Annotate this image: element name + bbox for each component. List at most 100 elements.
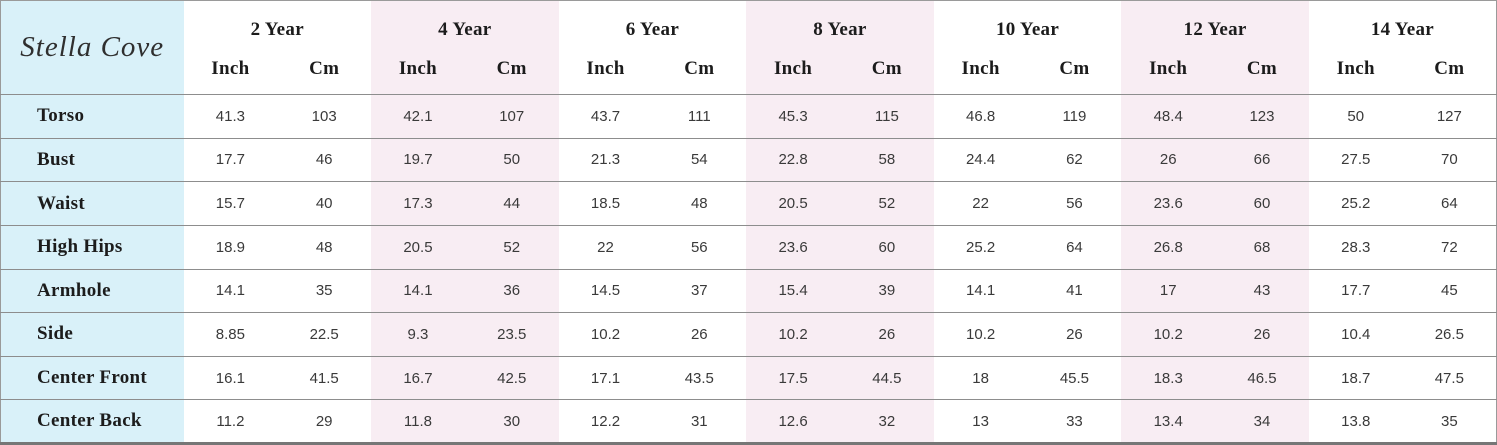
unit-header-row: Inch Cm Inch Cm Inch Cm Inch Cm Inch Cm Inch Cm Inch… [1, 52, 1497, 95]
data-cell-bust-10-year-cm: 62 [1066, 151, 1083, 169]
data-cell-high-hips-4-year-cm: 52 [464, 225, 559, 269]
data-cell-high-hips-14-year-inch: 28.3 [1341, 238, 1371, 256]
data-cell-center-back-10-year-inch: 13 [972, 412, 989, 430]
data-cell-waist-12-year-cm: 60 [1215, 181, 1309, 226]
data-cell-waist-6-year-cm: 48 [690, 195, 708, 213]
data-cell-side-4-year-inch: 9.3 [371, 312, 465, 357]
table-row-high-hips: High Hips 18.9 48 20.5 52 22 56 23.6 60 25.2 64 26.… [0, 225, 1497, 269]
data-cell-center-front-14-year-cm: 47.5 [1434, 369, 1464, 387]
data-cell-side-14-year-inch: 10.4 [1341, 325, 1371, 343]
data-cell-side-8-year-inch: 10.2 [746, 312, 840, 357]
data-cell-torso-2-year-inch: 41.3 [215, 107, 245, 125]
data-cell-high-hips-14-year-cm: 72 [1440, 238, 1458, 256]
unit-header-inch-8-year: Inch [746, 52, 840, 95]
data-cell-torso-4-year-cm: 107 [464, 94, 559, 139]
data-cell-waist-10-year-cm: 56 [1066, 195, 1083, 213]
data-cell-high-hips-12-year-cm: 68 [1215, 225, 1309, 269]
data-cell-center-front-12-year-cm: 46.5 [1215, 356, 1309, 400]
row-label-bust: Bust [0, 138, 184, 182]
size-table-header: Stella Cove 2 Year 4 Year 6 Year 8 Year 10 Y… [0, 0, 1497, 95]
data-cell-center-back-2-year-inch: 11.2 [216, 412, 245, 430]
data-cell-center-front-10-year-inch: 18 [972, 369, 989, 387]
data-cell-side-8-year-cm: 26 [839, 312, 934, 357]
year-header-4-year: 4 Year [371, 0, 559, 53]
data-cell-waist-8-year-inch: 20.5 [746, 181, 840, 226]
data-cell-torso-10-year-cm: 119 [1062, 107, 1087, 125]
year-header-2-year: 2 Year [250, 18, 304, 40]
unit-header-inch-4-year: Inch [371, 52, 465, 95]
data-cell-center-front-6-year-cm: 43.5 [684, 369, 714, 387]
row-label-armhole: Armhole [0, 269, 184, 313]
data-cell-armhole-6-year-cm: 37 [690, 282, 708, 300]
data-cell-bust-12-year-inch: 26 [1121, 138, 1216, 182]
data-cell-armhole-6-year-inch: 14.5 [590, 282, 621, 300]
data-cell-center-front-12-year-inch: 18.3 [1121, 356, 1216, 400]
data-cell-waist-2-year-cm: 40 [315, 195, 333, 213]
data-cell-bust-4-year-inch: 19.7 [371, 138, 465, 182]
data-cell-torso-8-year-cm: 115 [839, 94, 934, 139]
data-cell-armhole-4-year-inch: 14.1 [371, 269, 465, 313]
data-cell-center-front-2-year-cm: 41.5 [309, 369, 339, 387]
data-cell-waist-8-year-cm: 52 [839, 181, 934, 226]
data-cell-side-12-year-inch: 10.2 [1121, 312, 1216, 357]
data-cell-bust-8-year-inch: 22.8 [746, 138, 840, 182]
data-cell-high-hips-10-year-cm: 64 [1066, 238, 1083, 256]
data-cell-bust-2-year-inch: 17.7 [215, 151, 245, 169]
table-row-armhole: Armhole 14.1 35 14.1 36 14.5 37 15.4 39 14.1 41 17 4… [0, 269, 1497, 313]
row-label-torso: Torso [0, 94, 184, 139]
data-cell-torso-2-year-cm: 103 [311, 107, 337, 125]
table-row-waist: Waist 15.7 40 17.3 44 18.5 48 20.5 52 22 56 23.6 60 2… [0, 181, 1497, 226]
data-cell-waist-14-year-inch: 25.2 [1341, 195, 1371, 213]
data-cell-high-hips-8-year-cm: 60 [839, 225, 934, 269]
unit-header-cm-10-year: Cm [1059, 58, 1090, 80]
data-cell-high-hips-2-year-cm: 48 [315, 238, 333, 256]
data-cell-center-back-10-year-cm: 33 [1066, 412, 1083, 430]
year-header-row: Stella Cove 2 Year 4 Year 6 Year 8 Year 10 Y… [0, 0, 1497, 95]
data-cell-armhole-12-year-cm: 43 [1215, 269, 1309, 313]
data-cell-bust-14-year-cm: 70 [1440, 151, 1458, 169]
data-cell-waist-10-year-inch: 22 [972, 195, 989, 213]
data-cell-center-back-12-year-inch: 13.4 [1121, 399, 1216, 444]
data-cell-bust-4-year-cm: 50 [464, 138, 559, 182]
data-cell-bust-6-year-cm: 54 [690, 151, 708, 169]
data-cell-center-front-8-year-inch: 17.5 [746, 356, 840, 400]
data-cell-armhole-8-year-cm: 39 [839, 269, 934, 313]
data-cell-torso-14-year-inch: 50 [1347, 107, 1365, 125]
data-cell-center-front-6-year-inch: 17.1 [590, 369, 621, 387]
unit-header-cm-14-year: Cm [1434, 58, 1465, 80]
data-cell-armhole-2-year-cm: 35 [315, 282, 333, 300]
data-cell-center-back-14-year-inch: 13.8 [1341, 412, 1371, 430]
data-cell-bust-14-year-inch: 27.5 [1341, 151, 1371, 169]
data-cell-side-4-year-cm: 23.5 [464, 312, 559, 357]
data-cell-armhole-12-year-inch: 17 [1121, 269, 1216, 313]
data-cell-center-back-4-year-cm: 30 [464, 399, 559, 444]
row-label-center-back: Center Back [0, 399, 184, 444]
data-cell-bust-8-year-cm: 58 [839, 138, 934, 182]
data-cell-waist-2-year-inch: 15.7 [215, 195, 245, 213]
data-cell-waist-4-year-cm: 44 [464, 181, 559, 226]
data-cell-center-back-8-year-cm: 32 [839, 399, 934, 444]
data-cell-armhole-10-year-inch: 14.1 [966, 282, 996, 300]
unit-header-cm-4-year: Cm [464, 52, 559, 95]
row-label-high-hips: High Hips [0, 225, 184, 269]
data-cell-center-front-14-year-inch: 18.7 [1341, 369, 1371, 387]
data-cell-bust-6-year-inch: 21.3 [590, 151, 621, 169]
data-cell-bust-2-year-cm: 46 [315, 151, 333, 169]
unit-header-inch-6-year: Inch [586, 58, 625, 80]
data-cell-center-back-12-year-cm: 34 [1215, 399, 1309, 444]
unit-header-cm-6-year: Cm [684, 58, 715, 80]
data-cell-high-hips-4-year-inch: 20.5 [371, 225, 465, 269]
row-label-side: Side [0, 312, 184, 357]
data-cell-torso-6-year-inch: 43.7 [590, 107, 621, 125]
table-row-side: Side 8.85 22.5 9.3 23.5 10.2 26 10.2 26 10.2 26 10.… [0, 312, 1497, 357]
data-cell-center-front-4-year-inch: 16.7 [371, 356, 465, 400]
data-cell-side-10-year-cm: 26 [1066, 325, 1083, 343]
unit-header-inch-10-year: Inch [961, 58, 1000, 80]
table-row-center-front: Center Front 16.1 41.5 16.7 42.5 17.1 43.5 17.5… [0, 356, 1497, 400]
data-cell-center-front-2-year-inch: 16.1 [215, 369, 245, 387]
data-cell-center-back-4-year-inch: 11.8 [371, 399, 465, 444]
data-cell-center-front-10-year-cm: 45.5 [1059, 369, 1090, 387]
data-cell-high-hips-10-year-inch: 25.2 [966, 238, 996, 256]
unit-header-cm-12-year: Cm [1215, 52, 1309, 95]
